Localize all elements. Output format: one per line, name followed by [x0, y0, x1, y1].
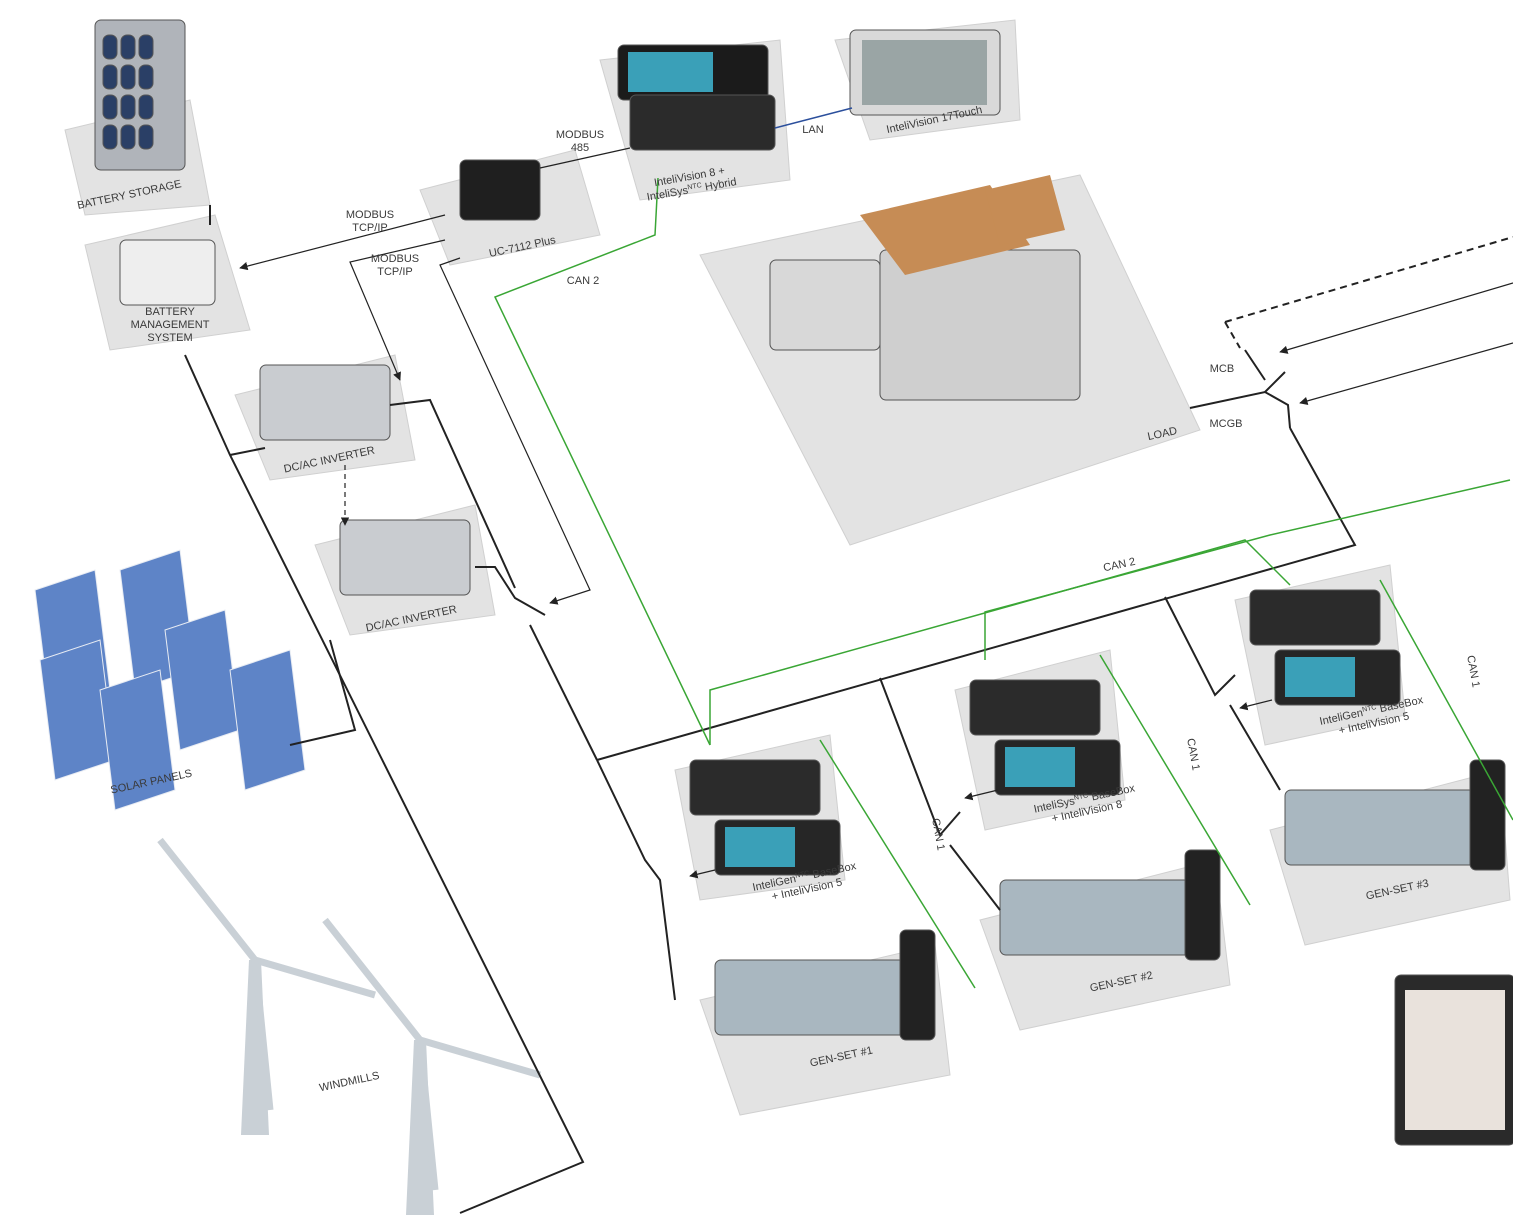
battery-cell — [121, 65, 135, 89]
label-text: MANAGEMENT — [131, 319, 210, 331]
label-text: BATTERY — [145, 306, 195, 318]
label-line: WINDMILLS — [318, 1070, 380, 1094]
label-line: TCP/IP — [352, 222, 387, 234]
windmill-blade — [325, 920, 420, 1040]
solar-panel — [165, 610, 240, 750]
label-line: 485 — [571, 142, 589, 154]
controller-screen — [1005, 747, 1075, 787]
controller-unit — [970, 680, 1100, 735]
intelisys-unit — [630, 95, 775, 150]
iv8-screen — [628, 52, 713, 92]
controller-screen — [1285, 657, 1355, 697]
label-line: TCP/IP — [377, 266, 412, 278]
label-text: TCP/IP — [352, 222, 387, 234]
battery-cell — [103, 35, 117, 59]
solar-panel — [230, 650, 305, 790]
power-line — [530, 625, 597, 760]
battery-cell — [139, 35, 153, 59]
shapes — [35, 20, 1513, 1215]
label-text: MODBUS — [346, 209, 394, 221]
page: Hybrid system diagram html, body { margi… — [0, 0, 1513, 1223]
genset-engine — [715, 960, 905, 1035]
genset-radiator — [1185, 850, 1220, 960]
label-text: CAN 1 — [1464, 654, 1481, 688]
inverter — [340, 520, 470, 595]
power-line — [597, 760, 675, 1000]
iv17-screen — [862, 40, 987, 105]
label-text: MCGB — [1210, 418, 1243, 430]
uc-7112 — [460, 160, 540, 220]
label-line: CAN 1 — [1464, 654, 1481, 688]
label-text: LAN — [802, 124, 823, 136]
label-line: MCGB — [1210, 418, 1243, 430]
diagram: BATTERY STORAGEBATTERYMANAGEMENTSYSTEMUC… — [0, 0, 1513, 1223]
label-text: CAN 2 — [567, 275, 599, 287]
battery-cell — [139, 125, 153, 149]
label-line: MANAGEMENT — [131, 319, 210, 331]
battery-cell — [103, 125, 117, 149]
battery-cell — [139, 95, 153, 119]
label-line: MODBUS — [346, 209, 394, 221]
label-line: CAN 2 — [567, 275, 599, 287]
controller-screen — [725, 827, 795, 867]
switch — [1245, 350, 1285, 392]
label-text: WINDMILLS — [318, 1070, 380, 1094]
genset-engine — [1285, 790, 1475, 865]
tablet-screen — [1405, 990, 1505, 1130]
label-line: LAN — [802, 124, 823, 136]
battery-cell — [139, 65, 153, 89]
control-line — [1300, 343, 1513, 403]
windmill-blade — [420, 1040, 540, 1075]
label-text: MCB — [1210, 363, 1234, 375]
load-tank — [770, 260, 880, 350]
label-line: MODBUS — [556, 129, 604, 141]
label-line: SYSTEM — [147, 332, 192, 344]
genset-radiator — [900, 930, 935, 1040]
bms-cabinet — [120, 240, 215, 305]
label-text: TCP/IP — [377, 266, 412, 278]
controller-unit — [690, 760, 820, 815]
label-text: SYSTEM — [147, 332, 192, 344]
battery-cell — [121, 125, 135, 149]
genset-engine — [1000, 880, 1190, 955]
label-text: 485 — [571, 142, 589, 154]
controller-unit — [1250, 590, 1380, 645]
label-line: MODBUS — [371, 253, 419, 265]
battery-cell — [121, 35, 135, 59]
label-line: CAN 1 — [1184, 737, 1201, 771]
page-body: {"nodes": [ {"label": [["BATTERY STORAGE… — [0, 0, 1513, 1223]
battery-cell — [121, 95, 135, 119]
control-line-dashed — [1225, 237, 1513, 348]
genset-radiator — [1470, 760, 1505, 870]
label-text: CAN 1 — [929, 817, 946, 851]
label-text: MODBUS — [556, 129, 604, 141]
windmill-blade — [160, 840, 255, 960]
label-line: MCB — [1210, 363, 1234, 375]
battery-cell — [103, 95, 117, 119]
can-line — [495, 178, 710, 745]
label-text: MODBUS — [371, 253, 419, 265]
battery-cell — [103, 65, 117, 89]
label-line: CAN 1 — [929, 817, 946, 851]
control-line — [1280, 283, 1513, 352]
label-text: CAN 1 — [1184, 737, 1201, 771]
label-line: BATTERY — [145, 306, 195, 318]
inverter — [260, 365, 390, 440]
